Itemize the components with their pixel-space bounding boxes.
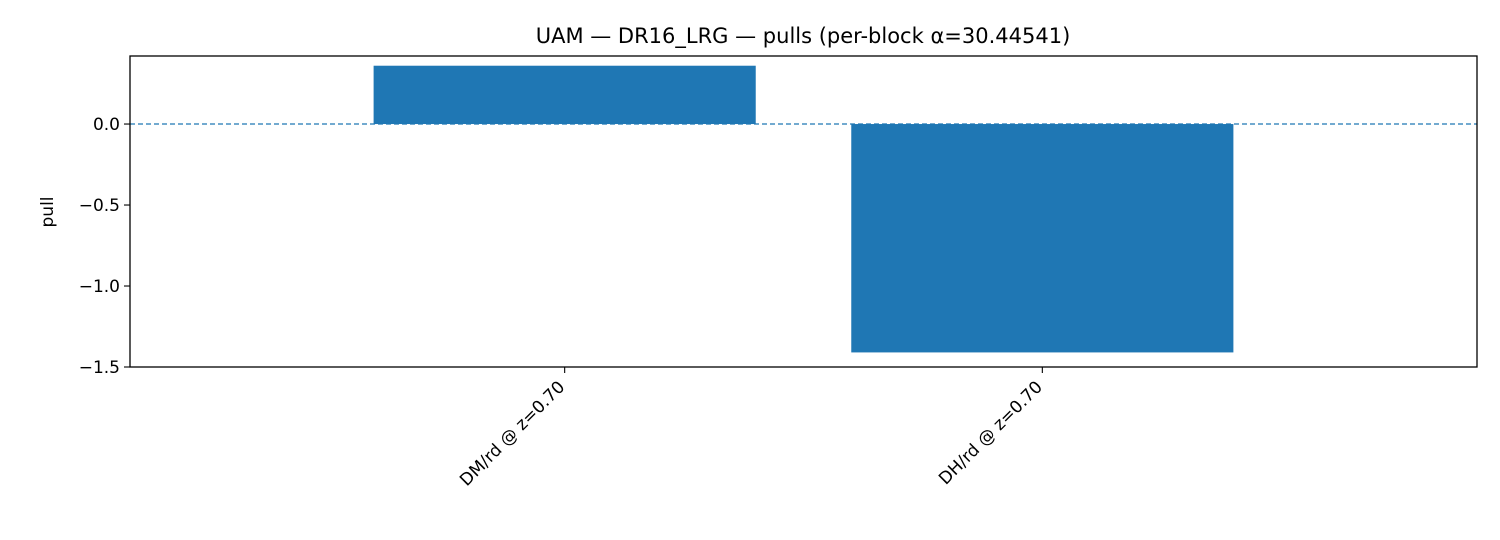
- x-category-label: DM/rd @ z=0.70: [456, 377, 569, 490]
- bar-0: [373, 65, 756, 125]
- y-tick-label: −1.5: [79, 358, 120, 378]
- chart-title: UAM — DR16_LRG — pulls (per-block α=30.4…: [536, 24, 1071, 49]
- x-category-label: DH/rd @ z=0.70: [935, 377, 1047, 489]
- y-tick-label: 0.0: [93, 115, 120, 135]
- y-axis: 0.0 −0.5 −1.0 −1.5: [79, 115, 130, 378]
- y-tick-label: −1.0: [79, 277, 120, 297]
- bars-group: [373, 65, 1234, 353]
- y-axis-label: pull: [38, 196, 58, 227]
- x-axis: DM/rd @ z=0.70 DH/rd @ z=0.70: [456, 367, 1047, 490]
- bar-1: [851, 124, 1234, 353]
- plot-frame: [129, 55, 1478, 368]
- y-tick-label: −0.5: [79, 196, 120, 216]
